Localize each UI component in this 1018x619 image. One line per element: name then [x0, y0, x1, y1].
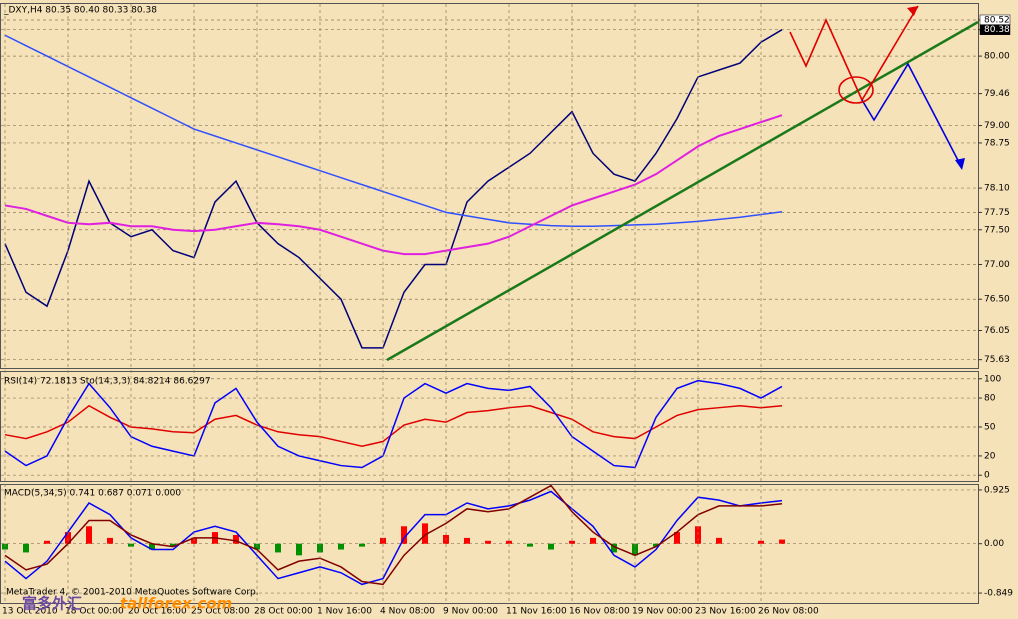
x-tick-label: 20 Oct 16:00: [128, 607, 187, 617]
watermark: MetaTrader 4, © 2001-2010 MetaQuotes Sof…: [6, 588, 259, 598]
arrow-head: [907, 6, 918, 16]
histogram-bar: [506, 540, 512, 544]
histogram-bar: [527, 543, 533, 547]
y-tick-label: -0.849: [984, 589, 1013, 599]
price-box: [979, 24, 1011, 35]
histogram-bar: [611, 543, 617, 553]
y-tick-label: 0: [984, 471, 990, 481]
main-pane: [0, 3, 979, 369]
y-tick-label: 75.63: [984, 355, 1010, 365]
y-tick-label: 80.52: [984, 15, 1010, 25]
y-tick-label: 76.50: [984, 295, 1010, 305]
histogram-bar: [632, 543, 638, 556]
y-tick-label: 78.75: [984, 138, 1010, 148]
histogram-bar: [170, 543, 176, 547]
y-tick-label: 78.10: [984, 184, 1010, 194]
x-tick-label: 11 Nov 16:00: [506, 607, 567, 617]
x-tick-label: 23 Nov 16:00: [695, 607, 756, 617]
y-tick-label: 100: [984, 374, 1001, 384]
histogram-bar: [23, 543, 29, 553]
x-tick-label: 13 Oct 2010: [2, 607, 58, 617]
histogram-bar: [338, 543, 344, 550]
x-tick-label: 28 Oct 00:00: [254, 607, 313, 617]
trend-line: [386, 20, 979, 362]
x-tick-label: 25 Oct 08:00: [191, 607, 250, 617]
x-tick-label: 18 Oct 00:00: [65, 607, 124, 617]
rsi-title: RSI(14) 72.1813 Sto(14,3,3) 84.8214 86.6…: [4, 377, 211, 387]
series-line: [4, 379, 783, 469]
y-tick-label: 77.75: [984, 208, 1010, 218]
series-line: [4, 34, 783, 228]
arrow-head: [955, 158, 965, 170]
histogram-bar: [44, 540, 50, 544]
site: tallforex.com: [120, 595, 232, 613]
y-tick-label: 76.05: [984, 326, 1010, 336]
y-tick-label: 80.00: [984, 52, 1010, 62]
histogram-bar: [65, 532, 71, 544]
histogram-bar: [149, 543, 155, 550]
y-tick-label: 80.38: [984, 25, 1010, 35]
y-tick-label: 77.00: [984, 260, 1010, 270]
histogram-bar: [422, 523, 428, 544]
forecast-blue: [861, 62, 963, 169]
x-tick-label: 16 Nov 08:00: [569, 607, 630, 617]
x-tick-label: 26 Nov 08:00: [758, 607, 819, 617]
histogram-bar: [716, 537, 722, 544]
histogram-bar: [464, 537, 470, 544]
histogram-bar: [779, 539, 785, 544]
y-tick-label: 79.00: [984, 121, 1010, 131]
histogram-bar: [275, 543, 281, 553]
x-tick-label: 19 Nov 00:00: [632, 607, 693, 617]
chart-title: _DXY,H4 80.35 80.40 80.33 80.38: [3, 6, 157, 16]
histogram-bar: [485, 540, 491, 544]
histogram-bar: [359, 543, 365, 547]
series-line: [4, 29, 783, 349]
histogram-bar: [401, 526, 407, 544]
histogram-bar: [548, 543, 554, 550]
y-tick-label: 77.50: [984, 225, 1010, 235]
series-line: [4, 484, 783, 586]
x-tick-label: 1 Nov 16:00: [317, 607, 372, 617]
histogram-bar: [107, 537, 113, 544]
series-line: [4, 404, 783, 448]
y-tick-label: 80: [984, 394, 996, 404]
histogram-bar: [653, 543, 659, 547]
histogram-bar: [758, 540, 764, 544]
y-tick-label: 79.46: [984, 89, 1010, 99]
histogram-bar: [590, 537, 596, 544]
histogram-bar: [569, 540, 575, 544]
x-tick-label: 4 Nov 08:00: [380, 607, 435, 617]
series-line: [4, 114, 783, 256]
histogram-bar: [674, 532, 680, 544]
y-tick-label: 50: [984, 422, 996, 432]
y-tick-label: 0.925: [984, 485, 1010, 495]
histogram-bar: [233, 534, 239, 544]
histogram-bar: [296, 543, 302, 556]
y-tick-label: 20: [984, 451, 996, 461]
macd-title: MACD(5,34,5) 0.741 0.687 0.071 0.000: [4, 489, 181, 499]
y-tick-label: 0.00: [984, 539, 1004, 549]
histogram-bar: [317, 543, 323, 553]
series-line: [4, 490, 783, 586]
highlight-circle: [838, 76, 874, 104]
histogram-bar: [86, 526, 92, 544]
forecast-red: [789, 5, 919, 102]
brand: 富多外汇: [22, 595, 82, 613]
x-tick-label: 9 Nov 00:00: [443, 607, 498, 617]
